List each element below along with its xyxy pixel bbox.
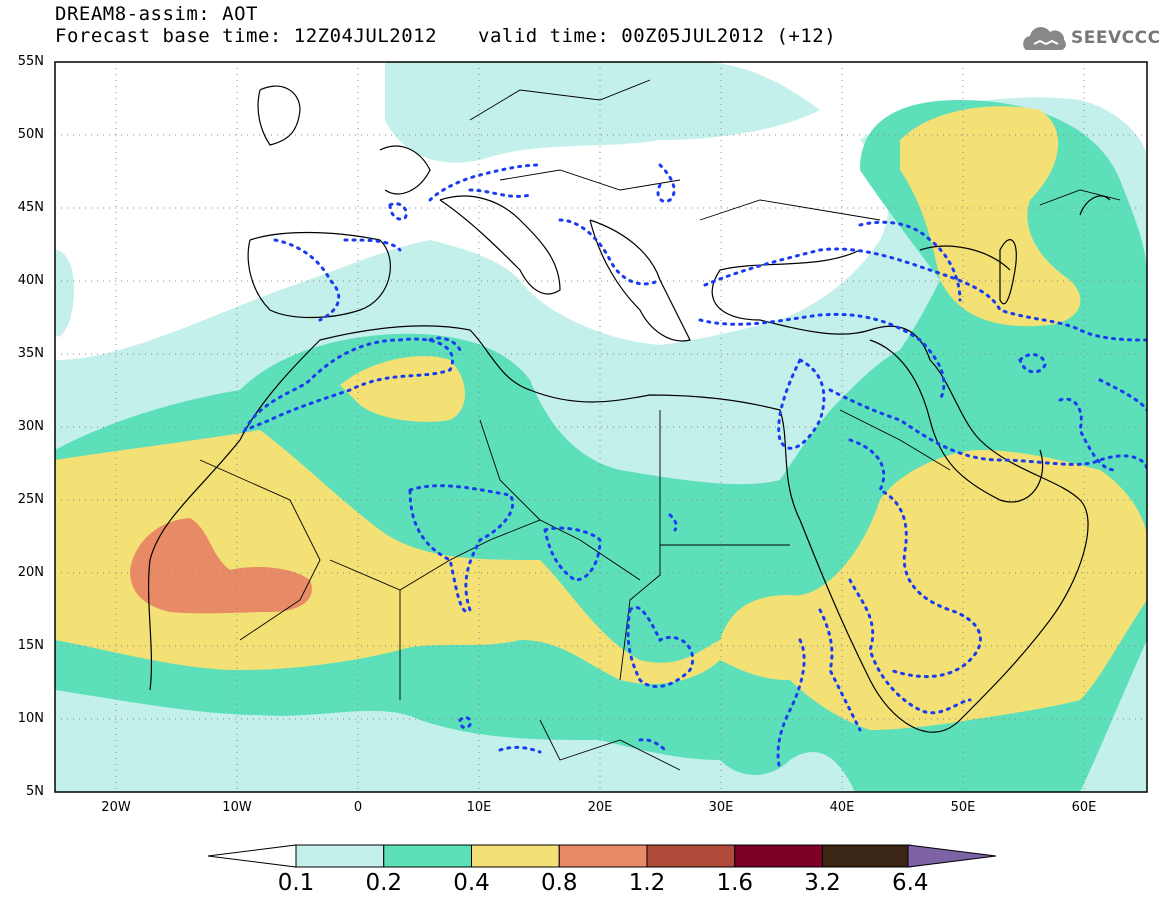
lat-tick-label: 20N (17, 565, 44, 580)
aot-area-light (385, 62, 820, 163)
lon-tick-label: 50E (950, 800, 976, 815)
aot-contour-dotted (241, 163, 1147, 772)
aot-area-orange (130, 518, 312, 614)
colorbar-level-label: 3.2 (804, 870, 841, 896)
colorbar-level-label: 6.4 (891, 870, 929, 896)
colorbar-level-label: 1.2 (628, 870, 666, 896)
colorbar-level-label: 0.8 (540, 870, 578, 896)
colorbar-level-label: 0.4 (453, 870, 490, 896)
colorbar-level-label: 1.6 (716, 870, 754, 896)
forecast-base-time: Forecast base time: 12Z04JUL2012 (55, 25, 438, 47)
lat-tick-label: 50N (17, 127, 44, 142)
lat-tick-label: 30N (17, 419, 44, 434)
map-title: DREAM8-assim: AOT (55, 3, 258, 25)
lon-tick-label: 20E (587, 800, 613, 815)
lat-tick-label: 5N (26, 784, 44, 799)
colorbar-level-label: 0.2 (365, 870, 403, 896)
lat-tick-label: 25N (17, 492, 44, 507)
aot-area-yellow (900, 106, 1081, 327)
aot-area-light (55, 250, 75, 337)
logo-text: SEEVCCC (1071, 28, 1161, 48)
lat-tick-label: 35N (17, 346, 44, 361)
map-frame (54, 61, 1148, 793)
lon-tick-label: 30E (708, 800, 734, 815)
valid-time: valid time: 00Z05JUL2012 (+12) (478, 25, 837, 47)
lon-tick-label: 20W (101, 800, 131, 815)
graticule (55, 62, 1147, 792)
borders (199, 79, 1121, 771)
lon-tick-label: 0 (353, 800, 363, 815)
colorbar-level-label: 0.1 (277, 870, 315, 896)
lat-tick-label: 15N (17, 638, 44, 653)
coastlines (147, 85, 1111, 733)
aot-area-yellow (55, 430, 1147, 730)
lat-tick-label: 10N (17, 711, 44, 726)
lon-tick-label: 60E (1071, 800, 1097, 815)
lat-tick-label: 40N (17, 273, 44, 288)
lon-tick-label: 40E (829, 800, 855, 815)
lat-tick-label: 45N (17, 200, 44, 215)
lat-tick-label: 55N (17, 54, 44, 69)
cloud-logo-icon (1023, 27, 1066, 50)
lon-tick-label: 10E (466, 800, 492, 815)
lon-tick-label: 10W (222, 800, 252, 815)
